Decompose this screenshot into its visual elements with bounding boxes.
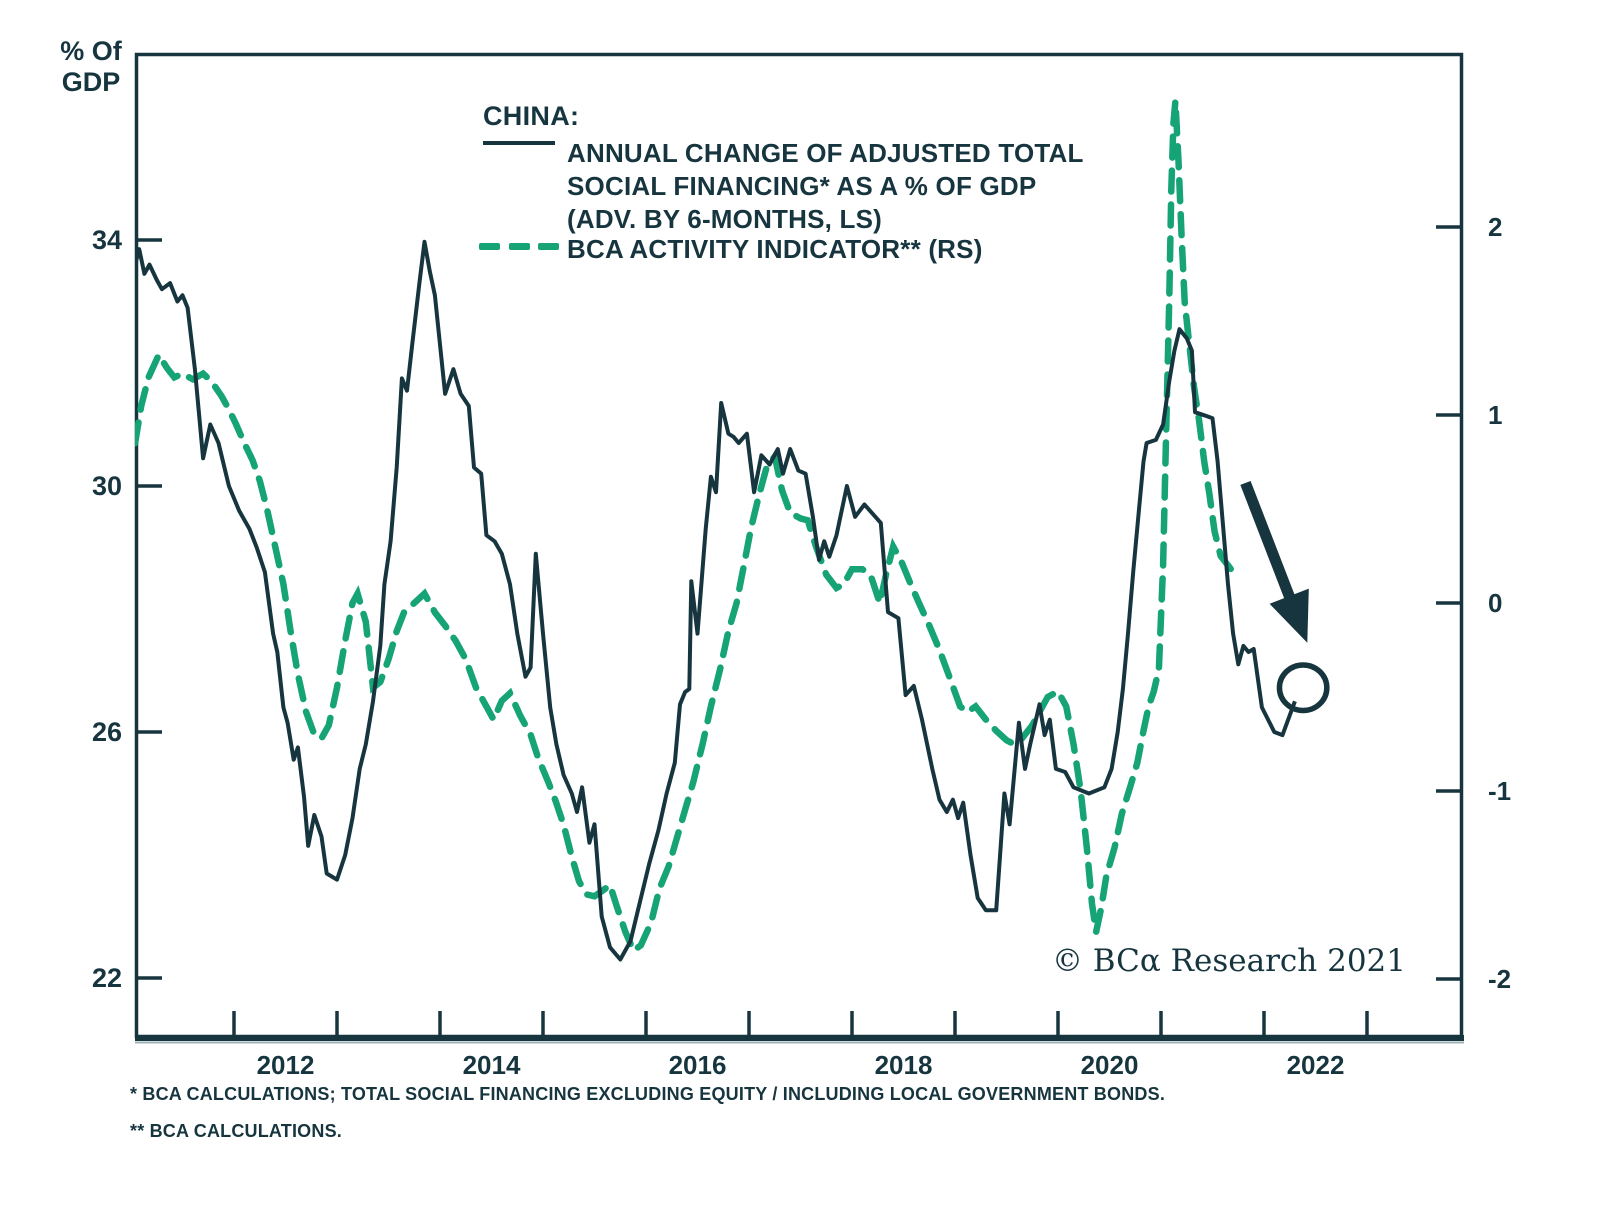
left-axis-title-line1: % Of	[60, 36, 122, 66]
down-arrow-annotation	[1240, 480, 1309, 643]
tick-label: 1	[1488, 400, 1503, 430]
left-axis-ticks	[135, 238, 162, 980]
tick-label: 22	[91, 963, 122, 993]
footnote-2: ** BCA CALCULATIONS.	[130, 1121, 342, 1141]
social-financing-line	[135, 239, 1297, 962]
tick-label: 2	[1488, 212, 1503, 242]
x-axis-ticks	[232, 1011, 1369, 1038]
tick-label: 0	[1488, 588, 1503, 618]
tick-label: -2	[1488, 964, 1512, 994]
footnote-1: * BCA CALCULATIONS; TOTAL SOCIAL FINANCI…	[130, 1084, 1166, 1104]
legend-heading: CHINA:	[483, 101, 580, 131]
copyright-notice: © BCα Research 2021	[1051, 943, 1406, 979]
tick-label: -1	[1488, 776, 1512, 806]
right-axis-ticks	[1436, 225, 1463, 981]
bca-activity-indicator-line	[135, 100, 1239, 956]
legend-series1-line1: ANNUAL CHANGE OF ADJUSTED TOTAL	[567, 138, 1084, 168]
tick-label: 2022	[1286, 1050, 1345, 1080]
legend-solid-line-sample	[483, 141, 555, 145]
legend-dashed-line-sample	[479, 243, 559, 250]
left-axis-title: % Of GDP	[54, 36, 128, 98]
tick-label: 26	[91, 717, 122, 747]
tick-label: 2018	[874, 1050, 933, 1080]
legend-series1-line3: (ADV. BY 6-MONTHS, LS)	[567, 204, 882, 234]
tick-label: 2016	[668, 1050, 727, 1080]
circle-annotation	[1276, 662, 1330, 714]
tick-label: 2012	[256, 1050, 315, 1080]
tick-label: 30	[91, 471, 122, 501]
tick-label: 2020	[1080, 1050, 1139, 1080]
tick-label: 34	[91, 225, 122, 255]
legend-series2-label: BCA ACTIVITY INDICATOR** (RS)	[567, 234, 983, 264]
left-axis-title-line2: GDP	[61, 67, 121, 97]
legend-series1-label: ANNUAL CHANGE OF ADJUSTED TOTAL SOCIAL F…	[567, 137, 1084, 236]
tick-label: 2014	[462, 1050, 521, 1080]
legend-series1-line2: SOCIAL FINANCING* AS A % OF GDP	[567, 171, 1037, 201]
